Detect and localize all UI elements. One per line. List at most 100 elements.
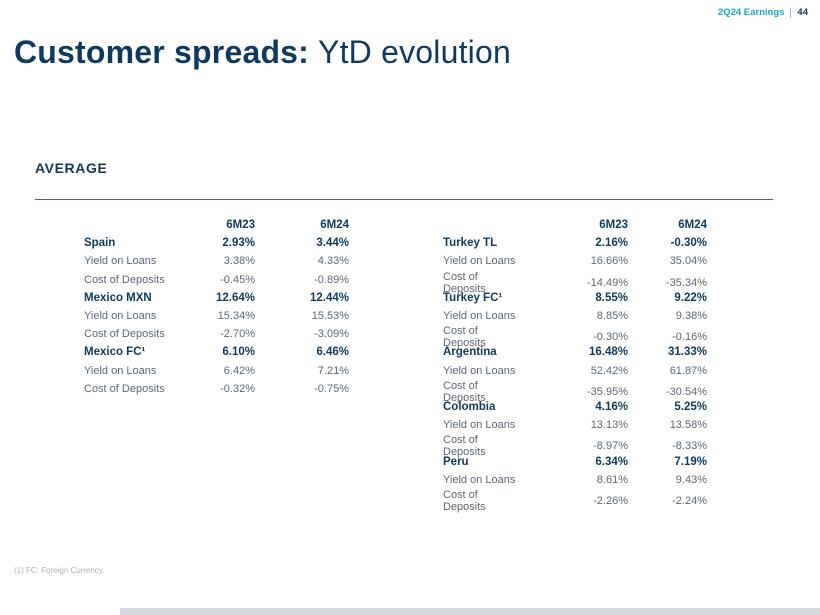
value-6m23: 6.42% xyxy=(223,364,255,377)
row-label: Yield on Loans xyxy=(443,473,516,486)
value-6m24: -30.54% xyxy=(666,385,707,398)
header-divider xyxy=(790,7,792,18)
sub-row: Cost of Deposits -0.45% -0.89% xyxy=(84,271,349,289)
value-6m24: 4.33% xyxy=(317,255,349,268)
row-label: Cost of Deposits xyxy=(443,325,486,350)
group-value-6m23: 6.34% xyxy=(595,455,628,468)
footnote: (1) FC: Foreign Currency. xyxy=(14,566,105,575)
value-6m23: 13.13% xyxy=(590,419,628,432)
value-6m23: 8.61% xyxy=(596,473,628,486)
value-6m23: 3.38% xyxy=(223,255,255,268)
title-regular: YtD evolution xyxy=(318,34,511,70)
sub-row: Cost of Deposits -0.30% -0.16% xyxy=(443,325,707,349)
group-value-6m23: 12.64% xyxy=(215,291,255,304)
value-6m24: 9.38% xyxy=(675,310,707,323)
column-header-6m24: 6M24 xyxy=(320,219,349,232)
value-6m23: 8.85% xyxy=(596,310,628,323)
title-bold: Customer spreads: xyxy=(14,34,310,70)
sub-row: Yield on Loans 6.42% 7.21% xyxy=(84,362,349,380)
row-label: Yield on Loans xyxy=(84,310,157,323)
table-header-row: 6M23 6M24 xyxy=(84,216,349,234)
sub-row: Cost of Deposits -2.26% -2.24% xyxy=(443,489,707,513)
group-name: Spain xyxy=(84,237,116,250)
row-label: Yield on Loans xyxy=(84,364,157,377)
group-value-6m24: -0.30% xyxy=(670,237,707,250)
value-6m23: -35.95% xyxy=(587,385,628,398)
row-label: Yield on Loans xyxy=(443,364,516,377)
group-row: Argentina 16.48% 31.33% xyxy=(443,343,707,361)
value-6m24: 35.04% xyxy=(669,255,707,268)
value-6m24: -0.16% xyxy=(672,331,707,344)
group-name: Mexico MXN xyxy=(84,291,152,304)
group-value-6m23: 8.55% xyxy=(595,291,628,304)
row-label: Cost of Deposits xyxy=(443,434,486,459)
value-6m24: -0.89% xyxy=(314,273,349,286)
row-label: Cost of Deposits xyxy=(84,273,165,286)
group-name: Turkey TL xyxy=(443,237,498,250)
table-left: 6M23 6M24 Spain 2.93% 3.44% Yield on Loans 3.3… xyxy=(84,216,349,398)
group-name: Mexico FC¹ xyxy=(84,346,146,359)
value-6m24: 61.87% xyxy=(669,364,707,377)
value-6m23: -8.97% xyxy=(593,440,628,453)
sub-row: Yield on Loans 15.34% 15.53% xyxy=(84,307,349,325)
row-label: Cost of Deposits xyxy=(443,379,486,404)
value-6m24: -8.33% xyxy=(672,440,707,453)
bottom-bar-segment xyxy=(120,608,820,615)
group-row: Mexico FC¹ 6.10% 6.46% xyxy=(84,343,349,361)
sub-row: Cost of Deposits -8.97% -8.33% xyxy=(443,434,707,458)
divider-line xyxy=(35,199,773,200)
group-value-6m24: 9.22% xyxy=(674,291,707,304)
value-6m24: -3.09% xyxy=(314,328,349,341)
group-row: Turkey FC¹ 8.55% 9.22% xyxy=(443,289,707,307)
value-6m24: 13.58% xyxy=(669,419,707,432)
group-name: Argentina xyxy=(443,346,497,359)
row-label: Cost of Deposits xyxy=(84,382,165,395)
value-6m24: 15.53% xyxy=(311,310,349,323)
row-label: Cost of Deposits xyxy=(443,270,486,295)
value-6m24: 9.43% xyxy=(675,473,707,486)
group-name: Turkey FC¹ xyxy=(443,291,503,304)
value-6m24: -35.34% xyxy=(666,276,707,289)
sub-row: Yield on Loans 13.13% 13.58% xyxy=(443,416,707,434)
sub-row: Cost of Deposits -35.95% -30.54% xyxy=(443,380,707,404)
group-name: Peru xyxy=(443,455,469,468)
bottom-bar xyxy=(0,608,820,615)
group-row: Peru 6.34% 7.19% xyxy=(443,452,707,470)
sub-row: Yield on Loans 8.61% 9.43% xyxy=(443,471,707,489)
row-label: Yield on Loans xyxy=(443,255,516,268)
column-header-6m23: 6M23 xyxy=(226,219,255,232)
value-6m23: 52.42% xyxy=(590,364,628,377)
table-right: 6M23 6M24 Turkey TL 2.16% -0.30% Yield on Loa… xyxy=(443,216,707,513)
row-label: Cost of Deposits xyxy=(84,328,165,341)
sub-row: Yield on Loans 16.66% 35.04% xyxy=(443,252,707,270)
column-header-6m24: 6M24 xyxy=(678,219,707,232)
group-value-6m23: 2.16% xyxy=(595,237,628,250)
group-value-6m23: 2.93% xyxy=(222,237,255,250)
value-6m23: -2.70% xyxy=(220,328,255,341)
row-label: Cost of Deposits xyxy=(443,488,486,513)
group-row: Spain 2.93% 3.44% xyxy=(84,234,349,252)
value-6m24: 7.21% xyxy=(317,364,349,377)
column-header-6m23: 6M23 xyxy=(599,219,628,232)
group-value-6m23: 4.16% xyxy=(595,400,628,413)
value-6m24: -0.75% xyxy=(314,382,349,395)
sub-row: Yield on Loans 52.42% 61.87% xyxy=(443,362,707,380)
value-6m23: -14.49% xyxy=(587,276,628,289)
value-6m23: -0.45% xyxy=(220,273,255,286)
table-header-row: 6M23 6M24 xyxy=(443,216,707,234)
value-6m23: 15.34% xyxy=(217,310,255,323)
group-value-6m24: 6.46% xyxy=(316,346,349,359)
group-value-6m24: 7.19% xyxy=(674,455,707,468)
group-row: Turkey TL 2.16% -0.30% xyxy=(443,234,707,252)
section-label: AVERAGE xyxy=(35,160,108,176)
group-row: Mexico MXN 12.64% 12.44% xyxy=(84,289,349,307)
row-label: Yield on Loans xyxy=(84,255,157,268)
page-number: 44 xyxy=(797,7,808,18)
earnings-label: 2Q24 Earnings xyxy=(717,7,785,18)
group-value-6m23: 6.10% xyxy=(222,346,255,359)
sub-row: Yield on Loans 8.85% 9.38% xyxy=(443,307,707,325)
tables-area: 6M23 6M24 Spain 2.93% 3.44% Yield on Loans 3.3… xyxy=(84,216,707,513)
group-name: Colombia xyxy=(443,400,496,413)
sub-row: Cost of Deposits -14.49% -35.34% xyxy=(443,271,707,295)
